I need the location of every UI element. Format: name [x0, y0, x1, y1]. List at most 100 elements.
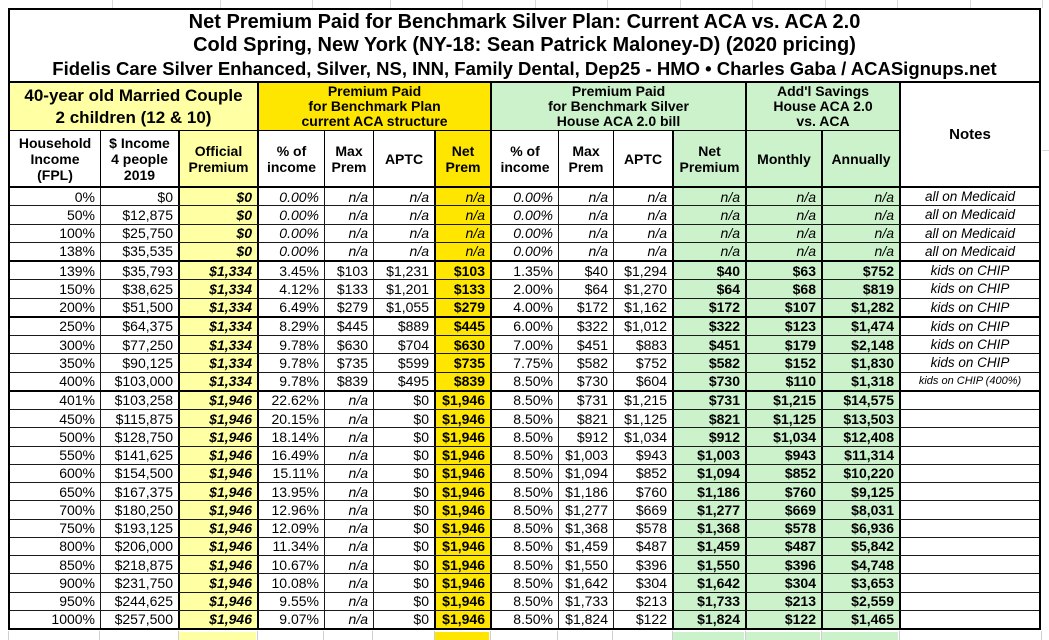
table-row: 250% $64,375 $1,334 8.29% $445 $889 $445 6.00% $… [10, 317, 1039, 336]
column-header-cell: Official Premium [180, 131, 259, 186]
table-cell: $1,186 [559, 483, 614, 501]
table-cell: $1,459 [674, 537, 747, 555]
table-cell: 8.50% [492, 446, 559, 464]
table-cell: $396 [614, 556, 674, 574]
table-cell: 16.49% [259, 446, 325, 464]
title-line-3: Fidelis Care Silver Enhanced, Silver, NS… [52, 58, 997, 79]
table-cell: $231,750 [101, 574, 180, 592]
table-row: 400% $103,000 $1,334 9.78% $839 $495 $839 8.50%… [10, 372, 1039, 392]
table-cell: $1,642 [559, 574, 614, 592]
table-cell: $2,148 [823, 336, 901, 354]
gridline-tick [680, 0, 681, 8]
table-cell: 9.07% [259, 610, 325, 628]
gridline-tick [557, 631, 558, 640]
table-cell: n/a [559, 206, 614, 224]
table-cell: 4.12% [259, 280, 325, 298]
table-cell: $451 [559, 336, 614, 354]
table-cell: $731 [674, 391, 747, 409]
table-cell: $1,946 [436, 391, 492, 409]
table-cell: $1,946 [436, 592, 492, 610]
table-cell: $133 [436, 280, 492, 298]
gridline-tick [612, 631, 613, 640]
column-header-cell: % of income [259, 131, 325, 186]
table-cell: $1,003 [559, 446, 614, 464]
table-cell: n/a [823, 224, 901, 242]
table-cell: 2.00% [492, 280, 559, 298]
table-cell: $604 [614, 372, 674, 390]
table-cell: $852 [747, 464, 823, 482]
table-cell: $133 [325, 280, 374, 298]
table-cell: $1,946 [436, 519, 492, 537]
table-cell: $0 [374, 592, 436, 610]
table-cell: n/a [325, 574, 374, 592]
table-cell: n/a [374, 206, 436, 224]
table-row: 700% $180,250 $1,946 12.96% n/a $0 $1,946 8.50%… [10, 501, 1039, 520]
table-cell: $1,946 [180, 610, 259, 628]
notes-cell [901, 465, 1039, 482]
table-cell: $40 [559, 262, 614, 280]
table-cell: $4,748 [823, 556, 901, 574]
table-cell: $40 [674, 262, 747, 280]
table-cell: 8.50% [492, 574, 559, 592]
table-cell: 0% [10, 188, 101, 206]
gridline-tick [897, 0, 898, 8]
notes-cell [901, 428, 1039, 445]
table-cell: $1,733 [559, 592, 614, 610]
table-cell: $1,946 [180, 519, 259, 537]
table-cell: $279 [325, 298, 374, 316]
table-cell: $578 [747, 519, 823, 537]
table-cell: 400% [10, 372, 101, 390]
table-cell: $0 [374, 519, 436, 537]
table-cell: 15.11% [259, 464, 325, 482]
gridline-tick [1042, 0, 1043, 8]
table-cell: n/a [674, 188, 747, 206]
table-cell: n/a [325, 610, 374, 628]
table-cell: 350% [10, 354, 101, 372]
table-cell: $172 [674, 298, 747, 316]
table-cell: n/a [374, 224, 436, 242]
title-line-2: Cold Spring, New York (NY-18: Sean Patri… [193, 34, 856, 56]
table-cell: $704 [374, 336, 436, 354]
table-cell: $0 [374, 410, 436, 428]
table-cell: $1,094 [559, 464, 614, 482]
table-cell: $1,318 [823, 372, 901, 390]
gridline-tick [462, 0, 463, 8]
table-cell: $107 [747, 298, 823, 316]
table-cell: $64,375 [101, 317, 180, 335]
column-header-cell: % of income [492, 131, 559, 186]
table-cell: n/a [325, 242, 374, 260]
table-cell: $630 [325, 336, 374, 354]
table-cell: $0 [180, 242, 259, 260]
table-cell: $13,503 [823, 410, 901, 428]
table-cell: n/a [436, 224, 492, 242]
table-cell: $0 [374, 556, 436, 574]
table-cell: n/a [436, 242, 492, 260]
table-cell: $279 [436, 298, 492, 316]
table-cell: 0.00% [492, 242, 559, 260]
notes-cell: kids on CHIP [930, 281, 1010, 297]
gridline-tick [607, 0, 608, 8]
table-cell: $1,277 [674, 501, 747, 519]
table-cell: $731 [559, 391, 614, 409]
notes-cell [901, 483, 1039, 500]
table-cell: n/a [614, 242, 674, 260]
notes-cell [901, 574, 1039, 591]
table-cell: $1,231 [374, 262, 436, 280]
table-cell: $1,125 [747, 410, 823, 428]
table-row: 750% $193,125 $1,946 12.09% n/a $0 $1,946 8.50%… [10, 519, 1039, 538]
table-cell: $35,793 [101, 262, 180, 280]
table-cell: 9.78% [259, 354, 325, 372]
table-cell: 8.50% [492, 519, 559, 537]
table-cell: 9.78% [259, 336, 325, 354]
table-cell: $839 [436, 372, 492, 390]
table-cell: 850% [10, 556, 101, 574]
table-cell: n/a [674, 224, 747, 242]
group-header-row: 40-year old Married Couple 2 children (1… [10, 83, 901, 131]
table-cell: $172 [559, 298, 614, 316]
table-cell: $1,946 [436, 610, 492, 628]
gridline-tick [372, 631, 373, 640]
table-cell: $68 [747, 280, 823, 298]
table-cell: $1,334 [180, 336, 259, 354]
table-cell: $1,162 [614, 298, 674, 316]
